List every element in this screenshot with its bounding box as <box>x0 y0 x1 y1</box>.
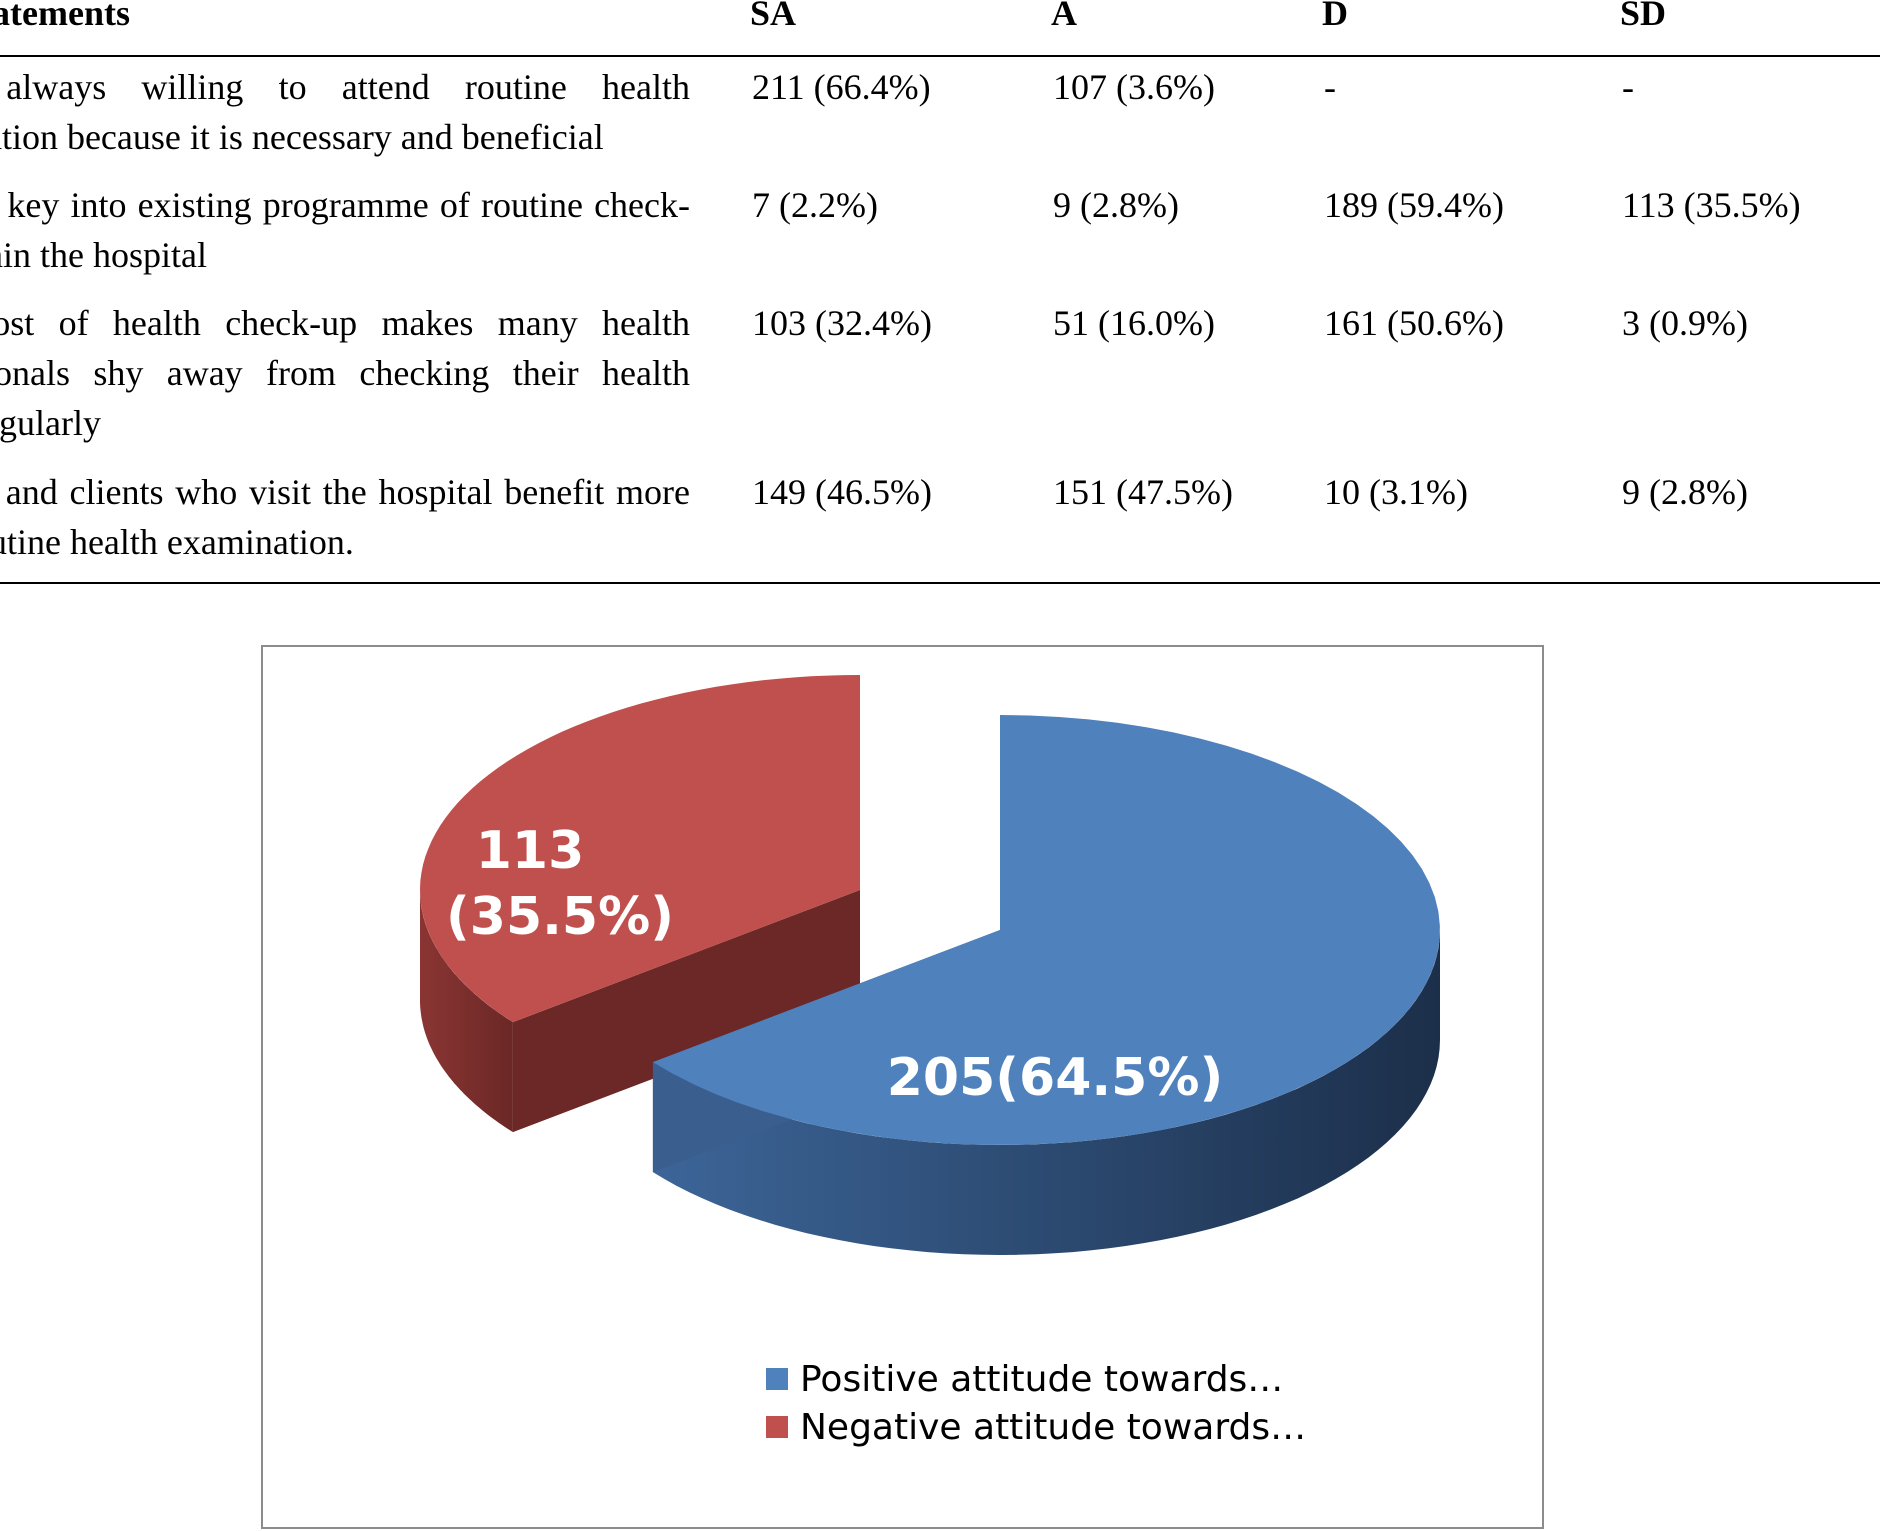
pie-slices <box>420 675 1440 1255</box>
header-sa: SA <box>750 0 797 33</box>
header-sd: SD <box>1620 0 1667 33</box>
a-cell: 151 (47.5%) <box>1053 472 1233 512</box>
statement-cell: I like to key into existing programme of… <box>0 185 690 275</box>
sd-cell: - <box>1622 67 1634 107</box>
data-label-negative-line: 113 <box>476 821 585 881</box>
sd-cell: 113 (35.5%) <box>1622 185 1801 225</box>
data-label-positive: 205(64.5%) <box>887 1048 1223 1108</box>
statement-cell: High cost of health check-up makes many … <box>0 303 690 443</box>
sa-cell: 211 (66.4%) <box>752 67 931 107</box>
chart-legend: Positive attitude towards… Negative atti… <box>766 1355 1306 1451</box>
legend-label-positive: Positive attitude towards… <box>800 1358 1284 1400</box>
legend-swatch-positive <box>766 1368 788 1390</box>
header-a: A <box>1051 0 1077 33</box>
sa-cell: 103 (32.4%) <box>752 303 932 343</box>
slice-wall-negative-0 <box>512 890 860 1133</box>
slice-side-positive <box>652 930 1440 1255</box>
slice-positive <box>652 715 1440 1145</box>
d-cell: 161 (50.6%) <box>1324 303 1504 343</box>
legend-label-negative: Negative attitude towards… <box>800 1406 1307 1448</box>
statement-cell: I am always willing to attend routine he… <box>0 67 690 157</box>
header-statements: Statements <box>0 0 130 33</box>
slice-labels: 205(64.5%) 113 (35.5%) <box>446 821 1223 1108</box>
data-label-negative: 113 (35.5%) <box>446 821 674 947</box>
attitude-table-region: Statements SA A D SD I am always willing… <box>0 0 1888 600</box>
a-cell: 107 (3.6%) <box>1053 67 1215 107</box>
data-label-negative-line: (35.5%) <box>446 887 674 947</box>
a-cell: 9 (2.8%) <box>1053 185 1179 225</box>
sa-cell: 7 (2.2%) <box>752 185 878 225</box>
statement-cell: Patients and clients who visit the hospi… <box>0 472 690 562</box>
table-header-row: Statements SA A D SD <box>0 0 1880 57</box>
header-d: D <box>1322 0 1348 33</box>
attitude-table: Statements SA A D SD I am always willing… <box>0 0 1880 584</box>
d-cell: 10 (3.1%) <box>1324 472 1468 512</box>
table-bottom-rule <box>0 582 1880 584</box>
d-cell: 189 (59.4%) <box>1324 185 1504 225</box>
slice-side-negative <box>420 890 513 1133</box>
legend-swatch-negative <box>766 1416 788 1438</box>
a-cell: 51 (16.0%) <box>1053 303 1215 343</box>
legend-item: Positive attitude towards… <box>766 1355 1306 1403</box>
sd-cell: 3 (0.9%) <box>1622 303 1748 343</box>
sa-cell: 149 (46.5%) <box>752 472 932 512</box>
legend-item: Negative attitude towards… <box>766 1403 1306 1451</box>
d-cell: - <box>1324 67 1336 107</box>
sd-cell: 9 (2.8%) <box>1622 472 1748 512</box>
slice-negative <box>420 675 860 1023</box>
